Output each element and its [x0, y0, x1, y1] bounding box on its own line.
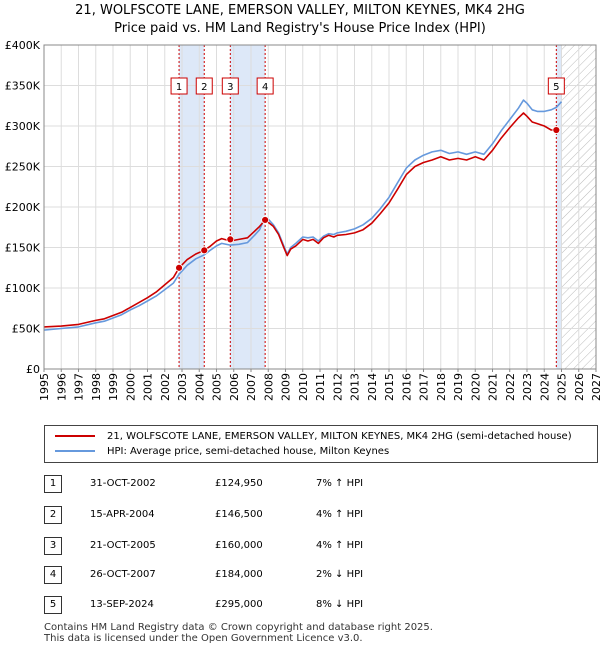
- x-tick-label: 1996: [55, 373, 68, 401]
- x-tick-label: 2000: [124, 373, 137, 401]
- sale-5-label: 5: [553, 82, 559, 93]
- title-line-1: 21, WOLFSCOTE LANE, EMERSON VALLEY, MILT…: [75, 3, 525, 18]
- x-tick-label: 2003: [176, 373, 189, 401]
- sale-1-label: 1: [176, 82, 182, 93]
- sale-4-label: 4: [262, 82, 268, 93]
- y-tick-label: £50K: [12, 323, 41, 336]
- table-row: 4 26-OCT-2007 £184,000 2% ↓ HPI: [44, 566, 584, 584]
- sale-3-point: [226, 235, 235, 244]
- sale-date: 21-OCT-2005: [90, 540, 156, 551]
- x-tick-label: 2013: [349, 373, 362, 401]
- legend-swatch-blue: [55, 450, 95, 452]
- sale-number: 2: [44, 506, 62, 524]
- y-tick-label: £200K: [5, 201, 41, 214]
- sale-3-label: 3: [227, 82, 233, 93]
- x-tick-label: 2012: [331, 373, 344, 401]
- x-tick-label: 2016: [400, 373, 413, 401]
- table-row: 1 31-OCT-2002 £124,950 7% ↑ HPI: [44, 475, 584, 493]
- sale-hpi-diff: 4% ↑ HPI: [316, 540, 364, 551]
- chart-title: 21, WOLFSCOTE LANE, EMERSON VALLEY, MILT…: [0, 2, 600, 38]
- series-group: [44, 99, 563, 331]
- sale-number: 3: [44, 537, 62, 555]
- x-tick-label: 2021: [487, 373, 500, 401]
- sale-2-label-box: [195, 77, 213, 95]
- y-tick-label: £0: [26, 363, 40, 376]
- x-tick-label: 2014: [366, 373, 379, 401]
- sale-price: £146,500: [215, 509, 263, 520]
- x-tick-label: 1998: [90, 373, 103, 401]
- sale-date: 15-APR-2004: [90, 509, 155, 520]
- table-row: 5 13-SEP-2024 £295,000 8% ↓ HPI: [44, 596, 584, 614]
- sale-hpi-diff: 8% ↓ HPI: [316, 599, 364, 610]
- sale-2-label: 2: [201, 82, 207, 93]
- x-tick-label: 2027: [590, 373, 600, 401]
- x-tick-label: 2009: [280, 373, 293, 401]
- table-row: 2 15-APR-2004 £146,500 4% ↑ HPI: [44, 506, 584, 524]
- footer-line-1: Contains HM Land Registry data © Crown c…: [44, 622, 433, 633]
- x-tick-label: 2005: [211, 373, 224, 401]
- legend-item-property: 21, WOLFSCOTE LANE, EMERSON VALLEY, MILT…: [55, 430, 572, 444]
- y-tick-label: £250K: [5, 161, 41, 174]
- x-tick-label: 1999: [107, 373, 120, 401]
- x-tick-label: 2006: [228, 373, 241, 401]
- x-tick-label: 2019: [452, 373, 465, 401]
- x-tick-label: 2001: [142, 373, 155, 401]
- legend: 21, WOLFSCOTE LANE, EMERSON VALLEY, MILT…: [44, 425, 598, 463]
- x-tick-label: 2023: [521, 373, 534, 401]
- x-tick-label: 2002: [159, 373, 172, 401]
- sale-1-point: [175, 263, 183, 272]
- x-tick-label: 2004: [193, 373, 206, 401]
- x-tick-label: 1995: [38, 373, 51, 401]
- x-tick-label: 2017: [418, 373, 431, 401]
- x-tick-label: 2024: [538, 373, 551, 401]
- sale-number: 5: [44, 596, 62, 614]
- legend-label-property: 21, WOLFSCOTE LANE, EMERSON VALLEY, MILT…: [107, 431, 572, 442]
- y-tick-label: £350K: [5, 80, 41, 93]
- sale-hpi-diff: 7% ↑ HPI: [316, 478, 364, 489]
- y-tick-label: £100K: [5, 282, 41, 295]
- sale-price: £124,950: [215, 478, 263, 489]
- sale-number: 1: [44, 475, 62, 493]
- sale-date: 31-OCT-2002: [90, 478, 156, 489]
- sale-2-point: [200, 246, 209, 255]
- x-tick-label: 2011: [314, 373, 327, 401]
- sale-4-point: [261, 216, 270, 224]
- sale-price: £184,000: [215, 569, 263, 580]
- title-line-2: Price paid vs. HM Land Registry's House …: [114, 21, 486, 36]
- x-tick-label: 2007: [245, 373, 258, 401]
- legend-item-hpi: HPI: Average price, semi-detached house,…: [55, 445, 389, 459]
- sale-3-label-box: [221, 77, 239, 95]
- sale-date: 26-OCT-2007: [90, 569, 156, 580]
- y-tick-label: £400K: [5, 39, 41, 52]
- sale-4-label-box: [256, 77, 274, 95]
- sale-price: £295,000: [215, 599, 263, 610]
- footer: Contains HM Land Registry data © Crown c…: [44, 622, 433, 644]
- sale-5-label-box: [547, 77, 565, 95]
- x-tick-label: 2026: [573, 373, 586, 401]
- x-tick-label: 2010: [297, 373, 310, 401]
- legend-label-hpi: HPI: Average price, semi-detached house,…: [107, 446, 390, 457]
- sale-number: 4: [44, 566, 62, 584]
- y-tick-label: £150K: [5, 242, 41, 255]
- x-tick-label: 1997: [73, 373, 86, 401]
- x-tick-label: 2022: [504, 373, 517, 401]
- sale-date: 13-SEP-2024: [90, 599, 154, 610]
- sale-hpi-diff: 2% ↓ HPI: [316, 569, 364, 580]
- sale-1-label-box: [170, 77, 188, 95]
- footer-line-2: This data is licensed under the Open Gov…: [44, 633, 363, 644]
- series-line-property: [44, 112, 557, 328]
- table-row: 3 21-OCT-2005 £160,000 4% ↑ HPI: [44, 537, 584, 555]
- sale-5-point: [552, 126, 561, 134]
- sale-hpi-diff: 4% ↑ HPI: [316, 509, 364, 520]
- sale-price: £160,000: [215, 540, 263, 551]
- x-tick-label: 2008: [262, 373, 275, 401]
- legend-swatch-red: [55, 435, 95, 437]
- x-tick-label: 2020: [469, 373, 482, 401]
- price-chart: 1 2 3 4 5 £0 £50K £100K £150K £200K £250K £300K £350…: [5, 39, 600, 401]
- x-tick-label: 2015: [383, 373, 396, 401]
- y-tick-label: £300K: [5, 120, 41, 133]
- x-tick-label: 2025: [556, 373, 569, 401]
- series-line-hpi: [44, 99, 563, 331]
- x-tick-label: 2018: [435, 373, 448, 401]
